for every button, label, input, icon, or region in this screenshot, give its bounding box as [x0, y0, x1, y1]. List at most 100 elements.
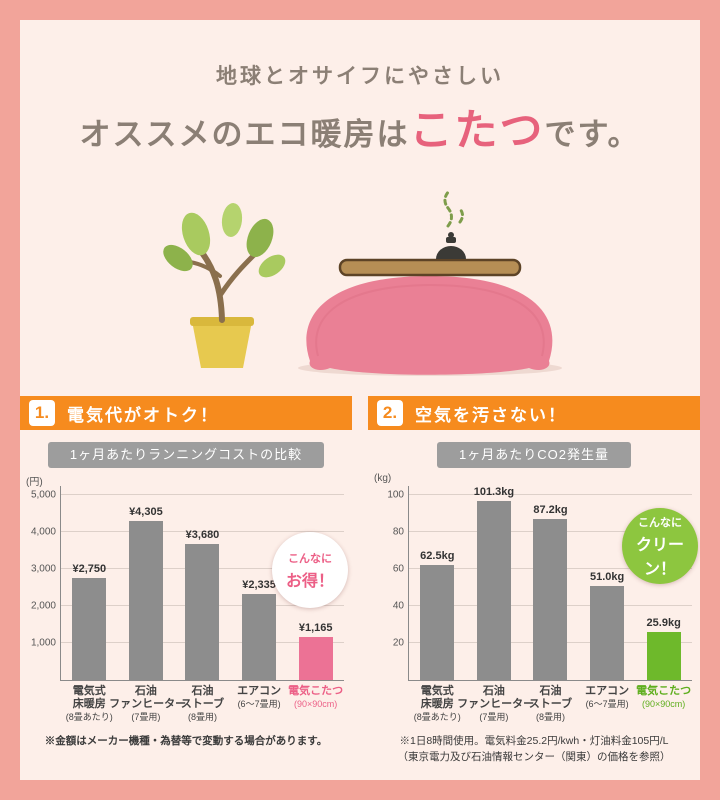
kotatsu-illustration: [20, 164, 700, 382]
bar-value-label: ¥3,680: [185, 529, 220, 542]
bars-container: ¥2,750 電気式 床暖房 (8畳あたり) ¥4,305 石油 ファンヒーター (7畳用) ¥…: [61, 486, 344, 722]
bar-column: ¥4,305 石油 ファンヒーター (7畳用): [109, 486, 186, 722]
category-label: 石油 ファンヒーター (7畳用): [109, 685, 187, 723]
y-tick-label: 100: [387, 489, 404, 501]
section-2-header: 2. 空気を汚さない！: [368, 396, 700, 430]
y-tick-label: 3,000: [30, 563, 56, 575]
category-note: (6〜7畳用): [585, 699, 629, 710]
co2-chart-title: 1ヶ月あたりCO2発生量: [437, 442, 631, 468]
bar-column: ¥1,165 電気こたつ (90×90cm): [287, 486, 344, 709]
bar: [590, 585, 625, 680]
bar: [476, 501, 511, 680]
badge-text: お得！: [285, 572, 334, 590]
bar-value-label: ¥2,750: [72, 563, 107, 576]
section-1-number: 1.: [29, 400, 55, 426]
co2-plot-area: こんなに クリーン！ 20 40 60 80 100 62.5kg 電気式 床暖房 (8畳あたり…: [387, 486, 698, 723]
section-2-number: 2.: [377, 400, 403, 426]
section-clean-air: 2. 空気を汚さない！ 1ヶ月あたりCO2発生量 (kg) こんなに クリーン！…: [368, 396, 700, 766]
section-1-heading: 電気代がオトク！: [67, 405, 219, 425]
bar-column: ¥2,750 電気式 床暖房 (8畳あたり): [61, 486, 118, 722]
category-label: 電気こたつ (90×90cm): [627, 685, 700, 710]
title-prefix: オススメのエコ暖房は: [79, 117, 410, 152]
gridline: [409, 494, 692, 496]
bar-column: 51.0kg エアコン (6〜7畳用): [579, 486, 636, 709]
bar-column: ¥3,680 石油 ストーブ (8畳用): [174, 486, 231, 722]
badge-text: こんなに: [638, 516, 682, 529]
running-cost-chart: (円) こんなに お得！ 1,000 2,000 3,000 4,000 5,000 ¥2…: [20, 477, 352, 722]
bar-value-label: 62.5kg: [420, 549, 455, 562]
y-axis-unit-kg: (kg): [374, 473, 392, 484]
bar: [646, 632, 681, 680]
kotatsu-scene-svg: [163, 188, 562, 376]
gridline: [61, 531, 344, 533]
bars-container: 62.5kg 電気式 床暖房 (8畳あたり) 101.3kg 石油 ファンヒーター (7畳用)…: [409, 486, 692, 723]
section-2-heading: 空気を汚さない！: [415, 405, 567, 425]
footnote-line: （東京電力及び石油情報センター（関東）の価格を参照）: [397, 751, 671, 764]
category-label: エアコン (6〜7畳用): [222, 685, 296, 710]
running-cost-chart-title: 1ヶ月あたりランニングコストの比較: [47, 442, 325, 468]
category-label: 石油 ファンヒーター (7畳用): [457, 685, 535, 723]
bar-value-label: 101.3kg: [473, 486, 515, 498]
category-label: 電気式 床暖房 (8畳あたり): [401, 685, 475, 723]
steam: [443, 188, 464, 228]
category-note: (90×90cm): [642, 699, 686, 710]
kotatsu-tabletop: [338, 258, 522, 277]
title-highlight: こたつ: [409, 108, 545, 155]
bar-column: 25.9kg 電気こたつ (90×90cm): [635, 486, 692, 709]
category-note: (7畳用): [131, 712, 161, 723]
kotatsu-blanket: [306, 276, 553, 375]
category-label: 石油 ストーブ (8畳用): [514, 685, 588, 723]
bar: [298, 636, 333, 680]
bar-column: 62.5kg 電気式 床暖房 (8畳あたり): [409, 486, 466, 723]
bar-column: 87.2kg 石油 ストーブ (8畳用): [522, 486, 579, 722]
footnote-co2: ※1日8時間使用。電気料金25.2円/kwh・灯油料金105円/L （東京電力及…: [368, 733, 700, 766]
category-note: (8畳あたり): [413, 712, 461, 723]
category-label: 電気式 床暖房 (8畳あたり): [53, 685, 127, 723]
bar-value-label: 25.9kg: [646, 617, 681, 630]
savings-badge: こんなに お得！: [272, 532, 348, 608]
y-tick-label: 80: [392, 526, 404, 538]
category-note: (8畳用): [187, 712, 217, 723]
y-tick-label: 1,000: [30, 637, 56, 649]
section-1-header: 1. 電気代がオトク！: [20, 396, 352, 430]
bar: [72, 578, 107, 680]
plant-illustration: [163, 203, 286, 368]
bar-value-label: ¥2,335: [242, 578, 276, 591]
chart-panels: 1. 電気代がオトク！ 1ヶ月あたりランニングコストの比較 (円) こんなに お…: [20, 396, 700, 766]
headline-title: オススメのエコ暖房はこたつです。: [20, 96, 700, 158]
footnote-line: ※1日8時間使用。電気料金25.2円/kwh・灯油料金105円/L: [399, 735, 669, 747]
category-note: (8畳用): [535, 712, 565, 723]
footnote-cost: ※金額はメーカー機種・為替等で変動する場合があります。: [20, 733, 352, 749]
bar-value-label: ¥1,165: [298, 621, 333, 634]
bar: [533, 518, 568, 680]
category-note: (90×90cm): [294, 699, 338, 710]
category-note: (6〜7畳用): [237, 699, 281, 710]
bar: [128, 520, 163, 680]
gridline: [61, 494, 344, 496]
teapot: [436, 232, 466, 259]
bar-value-label: 51.0kg: [589, 570, 625, 583]
y-tick-label: 2,000: [30, 600, 56, 612]
footnote-line: ※金額はメーカー機種・為替等で変動する場合があります。: [44, 735, 328, 747]
bar-value-label: ¥4,305: [129, 505, 163, 518]
badge-text: こんなに: [288, 552, 332, 565]
badge-text: クリーン！: [635, 536, 684, 578]
y-tick-label: 4,000: [30, 526, 56, 538]
y-tick-label: 40: [392, 600, 404, 612]
category-label: 電気こたつ (90×90cm): [279, 685, 353, 710]
category-note: (7畳用): [479, 712, 509, 723]
y-axis-unit-yen: (円): [26, 477, 43, 488]
bar-column: 101.3kg 石油 ファンヒーター (7畳用): [457, 486, 534, 722]
y-tick-label: 5,000: [30, 489, 56, 501]
bar: [420, 564, 455, 680]
running-cost-plot-area: こんなに お得！ 1,000 2,000 3,000 4,000 5,000 ¥2,750…: [31, 486, 348, 722]
bar-value-label: 87.2kg: [533, 503, 568, 516]
title-suffix: です。: [544, 117, 641, 152]
co2-chart: (kg) こんなに クリーン！ 20 40 60 80 100 62.5kg 電気式 床暖房(…: [368, 473, 700, 723]
headline-subtitle: 地球とオサイフにやさしい: [216, 64, 504, 88]
bar-column: ¥2,335 エアコン (6〜7畳用): [231, 486, 288, 709]
clean-badge: こんなに クリーン！: [622, 508, 698, 584]
bar: [242, 593, 277, 680]
flyer-panel: 地球とオサイフにやさしい オススメのエコ暖房はこたつです。: [20, 20, 700, 780]
section-electricity-cost: 1. 電気代がオトク！ 1ヶ月あたりランニングコストの比較 (円) こんなに お…: [20, 396, 352, 766]
